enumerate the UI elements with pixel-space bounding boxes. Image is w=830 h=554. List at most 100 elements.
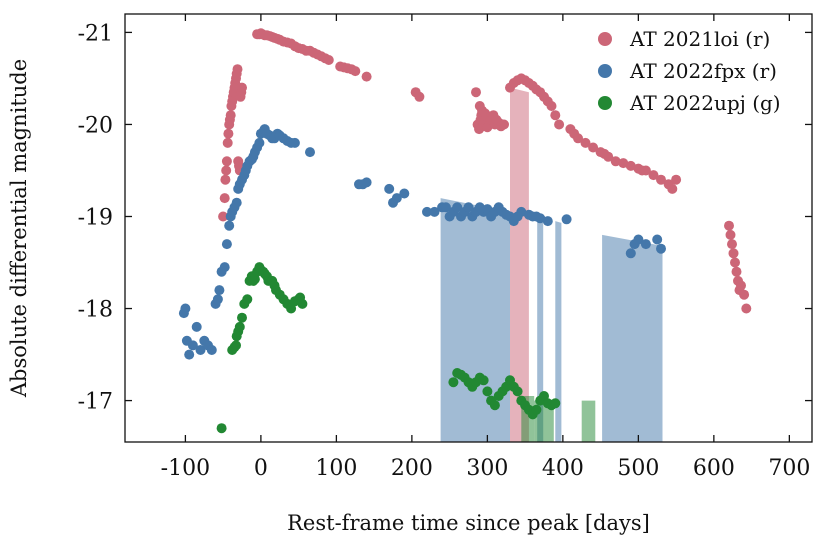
point-at-2021loi-r-121	[739, 289, 750, 300]
point-at-2021loi-r-78	[499, 119, 509, 130]
point-at-2022fpx-r-55	[429, 206, 440, 217]
point-at-2022upj-g-43	[489, 400, 500, 411]
point-at-2021loi-r-6	[223, 128, 234, 139]
point-at-2022fpx-r-20	[231, 197, 242, 208]
point-at-2021loi-r-53	[350, 66, 361, 77]
point-at-2021loi-r-5	[222, 137, 233, 148]
plot-frame	[124, 13, 813, 443]
point-at-2021loi-r-114	[727, 239, 737, 250]
point-at-2022fpx-r-46	[305, 147, 315, 158]
x-tick-label: 400	[542, 456, 584, 481]
point-at-2021loi-r-90	[546, 101, 557, 111]
point-at-2022fpx-r-83	[561, 214, 572, 225]
shaded-region-2	[537, 221, 544, 442]
point-at-2022fpx-r-88	[652, 234, 663, 245]
x-tick-label: 700	[768, 456, 810, 481]
point-at-2021loi-r-57	[471, 87, 481, 98]
x-axis-ticks: -100 0 100 200 300 400 500 600 700	[161, 14, 810, 481]
point-at-2022fpx-r-82	[542, 216, 553, 227]
legend: AT 2021loi (r) AT 2022fpx (r) AT 2022upj (…	[598, 27, 781, 115]
point-at-2022fpx-r-32	[254, 137, 265, 148]
point-at-2021loi-r-116	[730, 257, 740, 268]
legend-label: AT 2021loi (r)	[629, 27, 770, 51]
legend-marker	[598, 32, 612, 46]
x-tick-label: -100	[161, 456, 210, 481]
shaded-region-4	[602, 234, 663, 442]
legend-marker	[598, 96, 612, 110]
x-tick-label: 500	[617, 456, 659, 481]
y-tick-label: -18	[78, 298, 113, 323]
point-at-2021loi-r-56	[414, 91, 425, 102]
x-tick-label: 300	[466, 456, 508, 481]
point-at-2022fpx-r-52	[391, 193, 402, 204]
point-at-2021loi-r-107	[648, 170, 659, 181]
point-at-2022fpx-r-4	[187, 340, 198, 351]
point-at-2021loi-r-9	[225, 110, 236, 121]
point-at-2021loi-r-108	[656, 174, 666, 185]
point-at-2021loi-r-91	[550, 110, 561, 121]
point-at-2022fpx-r-87	[640, 239, 651, 250]
shaded-region-3	[555, 221, 562, 442]
data-points	[178, 28, 752, 434]
x-tick-label: 600	[693, 456, 735, 481]
x-tick-label: 0	[254, 456, 268, 481]
point-at-2022fpx-r-86	[633, 234, 644, 245]
point-at-2022fpx-r-3	[184, 349, 195, 360]
point-at-2022upj-g-31	[297, 298, 308, 309]
point-at-2022fpx-r-57	[440, 202, 451, 213]
point-at-2022upj-g-54	[531, 404, 542, 415]
point-at-2021loi-r-92	[554, 119, 565, 130]
point-at-2022upj-g-59	[550, 398, 561, 409]
point-at-2022upj-g-32	[448, 377, 459, 388]
point-at-2022fpx-r-77	[516, 206, 527, 217]
point-at-2022upj-g-7	[237, 312, 247, 323]
point-at-2021loi-r-3	[221, 165, 232, 176]
point-at-2021loi-r-24	[237, 82, 247, 93]
point-at-2021loi-r-110	[667, 183, 678, 194]
point-at-2021loi-r-103	[625, 160, 636, 171]
point-at-2022fpx-r-60	[452, 202, 463, 213]
y-tick-label: -17	[78, 390, 113, 415]
point-at-2021loi-r-48	[323, 55, 334, 65]
point-at-2022upj-g-6	[234, 321, 245, 332]
point-at-2021loi-r-2	[220, 174, 231, 185]
point-at-2022upj-g-0	[216, 423, 227, 434]
point-at-2021loi-r-102	[618, 158, 629, 169]
point-at-2021loi-r-1	[219, 193, 230, 204]
point-at-2021loi-r-117	[731, 266, 742, 277]
point-at-2021loi-r-111	[671, 174, 682, 185]
point-at-2022upj-g-41	[482, 386, 493, 397]
point-at-2022fpx-r-5	[191, 321, 202, 332]
y-tick-label: -19	[78, 205, 113, 230]
point-at-2022fpx-r-12	[214, 285, 225, 296]
point-at-2022fpx-r-1	[180, 303, 191, 314]
legend-marker	[598, 64, 612, 78]
point-at-2022fpx-r-63	[463, 202, 474, 213]
point-at-2022upj-g-9	[242, 294, 253, 305]
point-at-2022fpx-r-54	[422, 206, 432, 217]
point-at-2021loi-r-122	[741, 303, 752, 314]
point-at-2022fpx-r-68	[482, 204, 493, 215]
point-at-2021loi-r-54	[361, 71, 372, 82]
point-at-2021loi-r-95	[573, 133, 583, 144]
point-at-2021loi-r-115	[728, 248, 739, 259]
point-at-2021loi-r-106	[640, 165, 651, 176]
point-at-2021loi-r-97	[588, 142, 599, 153]
y-axis-label: Absolute differential magnitude	[7, 59, 31, 398]
point-at-2021loi-r-67	[480, 108, 491, 119]
point-at-2022fpx-r-81	[535, 213, 546, 224]
point-at-2022fpx-r-15	[221, 239, 232, 250]
point-at-2022upj-g-40	[478, 375, 489, 386]
point-at-2021loi-r-18	[232, 64, 243, 75]
point-at-2021loi-r-96	[580, 137, 591, 148]
point-at-2021loi-r-101	[610, 156, 621, 167]
point-at-2022fpx-r-45	[289, 137, 300, 148]
point-at-2021loi-r-112	[724, 220, 734, 231]
y-axis-ticks: -21 -20 -19 -18 -17	[78, 21, 812, 415]
point-at-2021loi-r-100	[603, 151, 614, 162]
point-at-2022fpx-r-11	[212, 294, 223, 305]
x-tick-label: 200	[391, 456, 433, 481]
point-at-2022fpx-r-89	[656, 243, 666, 254]
point-at-2022fpx-r-49	[361, 177, 372, 188]
